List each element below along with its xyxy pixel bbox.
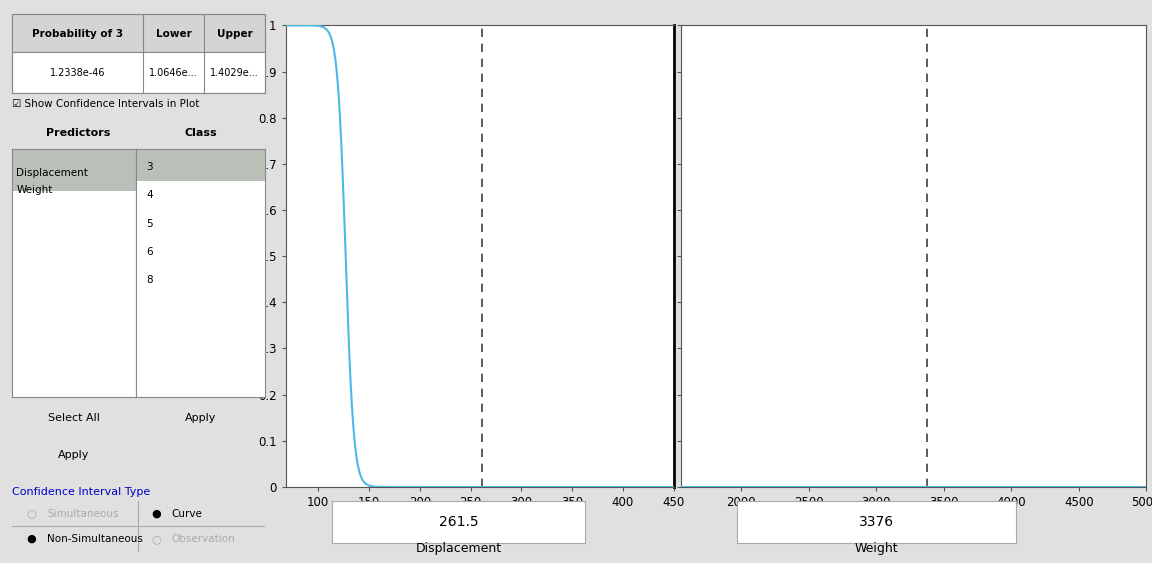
Text: 1.2338e-46: 1.2338e-46 — [50, 68, 105, 78]
Text: 261.5: 261.5 — [439, 515, 478, 529]
Text: ●: ● — [151, 509, 160, 519]
Text: ○: ○ — [151, 534, 160, 544]
Text: 5: 5 — [146, 218, 153, 229]
Text: Predictors: Predictors — [46, 128, 109, 138]
Text: ☑ Show Confidence Intervals in Plot: ☑ Show Confidence Intervals in Plot — [12, 99, 199, 109]
Text: Displacement: Displacement — [16, 168, 89, 178]
Text: Curve: Curve — [172, 509, 202, 519]
Text: 3: 3 — [146, 162, 153, 172]
Text: Probability of 3: Probability of 3 — [32, 29, 123, 39]
Text: Confidence Interval Type: Confidence Interval Type — [12, 487, 150, 497]
Text: Observation: Observation — [172, 534, 235, 544]
Text: 6: 6 — [146, 247, 153, 257]
Text: Non-Simultaneous: Non-Simultaneous — [47, 534, 143, 544]
Text: Weight: Weight — [16, 185, 53, 195]
Text: Apply: Apply — [58, 450, 90, 459]
Text: Select All: Select All — [47, 413, 99, 423]
Text: 1.0646e...: 1.0646e... — [150, 68, 198, 78]
Text: 8: 8 — [146, 275, 153, 285]
Text: 1.4029e...: 1.4029e... — [210, 68, 259, 78]
Text: Lower: Lower — [156, 29, 191, 39]
Text: Upper: Upper — [217, 29, 252, 39]
Text: 3376: 3376 — [858, 515, 894, 529]
Text: ○: ○ — [26, 509, 37, 519]
Text: Simultaneous: Simultaneous — [47, 509, 119, 519]
Bar — [12, 149, 136, 191]
Text: Weight: Weight — [855, 542, 899, 555]
Text: 4: 4 — [146, 190, 153, 200]
Bar — [12, 52, 265, 93]
Bar — [12, 14, 265, 52]
Text: Displacement: Displacement — [416, 542, 501, 555]
Text: ●: ● — [26, 534, 37, 544]
Text: Class: Class — [184, 128, 217, 138]
Text: Apply: Apply — [184, 413, 217, 423]
Bar — [136, 149, 265, 181]
